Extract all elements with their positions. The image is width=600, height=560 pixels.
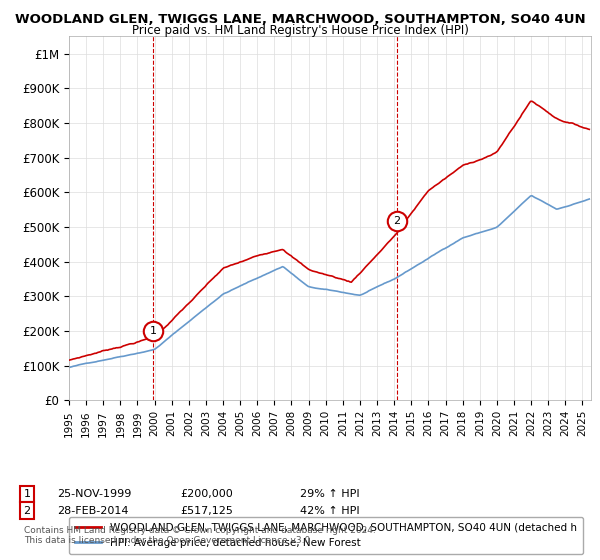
Text: This data is licensed under the Open Government Licence v3.0.: This data is licensed under the Open Gov… [24,536,313,545]
Text: 28-FEB-2014: 28-FEB-2014 [57,506,128,516]
Text: 29% ↑ HPI: 29% ↑ HPI [300,489,359,499]
Legend: WOODLAND GLEN, TWIGGS LANE, MARCHWOOD, SOUTHAMPTON, SO40 4UN (detached h, HPI: A: WOODLAND GLEN, TWIGGS LANE, MARCHWOOD, S… [69,517,583,554]
Text: 2: 2 [394,216,401,226]
Text: Contains HM Land Registry data © Crown copyright and database right 2024.: Contains HM Land Registry data © Crown c… [24,526,376,535]
Text: Price paid vs. HM Land Registry's House Price Index (HPI): Price paid vs. HM Land Registry's House … [131,24,469,37]
Text: 2: 2 [23,506,31,516]
Text: WOODLAND GLEN, TWIGGS LANE, MARCHWOOD, SOUTHAMPTON, SO40 4UN: WOODLAND GLEN, TWIGGS LANE, MARCHWOOD, S… [14,13,586,26]
Text: 42% ↑ HPI: 42% ↑ HPI [300,506,359,516]
Text: 25-NOV-1999: 25-NOV-1999 [57,489,131,499]
Text: 1: 1 [149,326,157,336]
Text: 1: 1 [23,489,31,499]
Text: £517,125: £517,125 [180,506,233,516]
Text: £200,000: £200,000 [180,489,233,499]
